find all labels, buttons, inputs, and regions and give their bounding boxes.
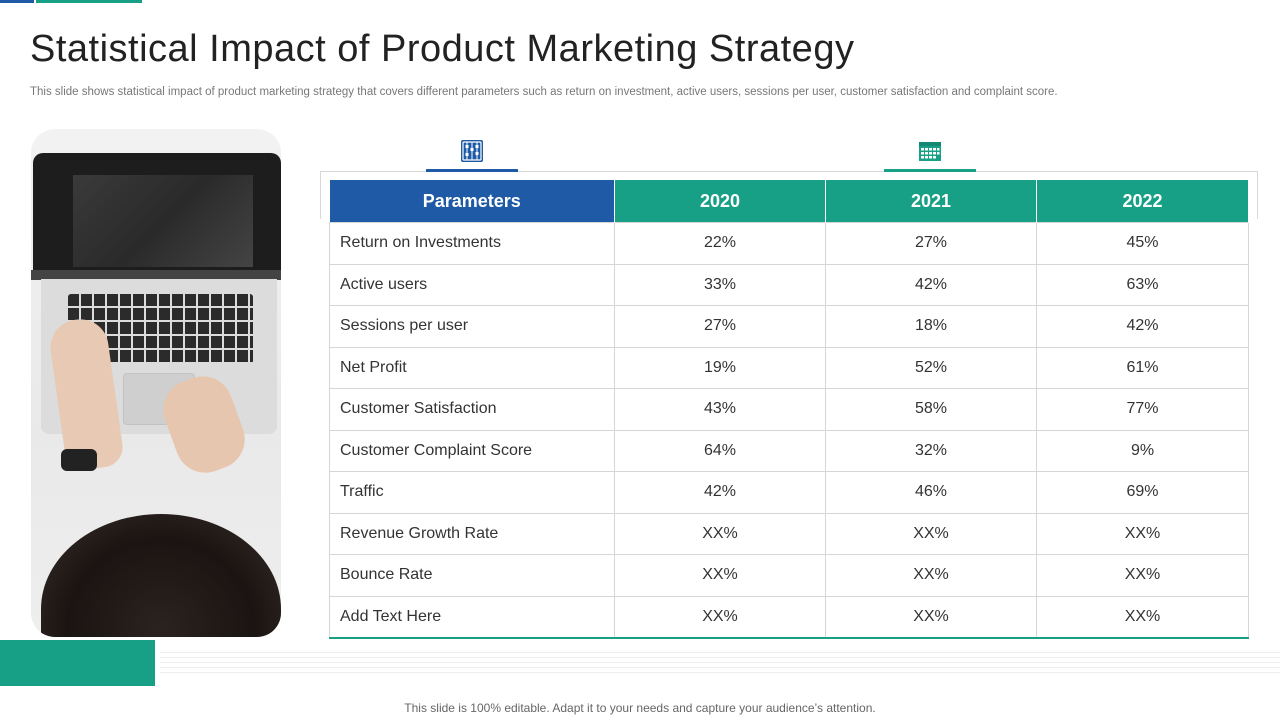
cell-2021: XX%	[825, 512, 1037, 555]
slide-subtitle: This slide shows statistical impact of p…	[30, 86, 1058, 98]
top-accent-green	[36, 0, 142, 3]
tab-calendar	[884, 139, 976, 172]
wristwatch	[61, 449, 97, 471]
footer-accent-block	[0, 640, 155, 686]
table-row: Bounce Rate XX% XX% XX%	[329, 554, 1249, 597]
table-row: Add Text Here XX% XX% XX%	[329, 595, 1249, 639]
cell-2020: 33%	[614, 263, 826, 306]
cell-2021: XX%	[825, 595, 1037, 639]
cell-2022: 61%	[1036, 346, 1249, 389]
table-row: Customer Satisfaction 43% 58% 77%	[329, 388, 1249, 431]
footer-note: This slide is 100% editable. Adapt it to…	[404, 701, 876, 715]
cell-2022: 77%	[1036, 388, 1249, 431]
row-label: Traffic	[329, 471, 615, 514]
parameters-table: Parameters 2020 2021 2022 Return on Inve…	[329, 180, 1249, 639]
header-2020: 2020	[614, 180, 826, 223]
cell-2022: 45%	[1036, 222, 1249, 265]
row-label: Customer Satisfaction	[329, 388, 615, 431]
row-label: Net Profit	[329, 346, 615, 389]
table-frame	[320, 171, 1258, 219]
slide-title: Statistical Impact of Product Marketing …	[30, 28, 855, 70]
header-parameters: Parameters	[329, 180, 615, 223]
top-accent-blue	[0, 0, 34, 3]
cell-2021: 18%	[825, 305, 1037, 348]
cell-2020: XX%	[614, 595, 826, 639]
row-label: Add Text Here	[329, 595, 615, 639]
laptop-photo	[31, 129, 281, 637]
laptop-keyboard-base	[41, 279, 277, 434]
person-head	[41, 514, 281, 637]
cell-2020: XX%	[614, 554, 826, 597]
cell-2022: 9%	[1036, 429, 1249, 472]
cell-2020: 42%	[614, 471, 826, 514]
cell-2020: 27%	[614, 305, 826, 348]
calendar-icon	[919, 142, 941, 161]
tab-abacus	[426, 139, 518, 172]
cell-2022: XX%	[1036, 554, 1249, 597]
cell-2020: 64%	[614, 429, 826, 472]
cell-2021: 52%	[825, 346, 1037, 389]
row-label: Sessions per user	[329, 305, 615, 348]
cell-2022: 63%	[1036, 263, 1249, 306]
cell-2022: XX%	[1036, 595, 1249, 639]
table-row: Active users 33% 42% 63%	[329, 263, 1249, 306]
cell-2020: XX%	[614, 512, 826, 555]
abacus-icon	[461, 140, 483, 162]
row-label: Return on Investments	[329, 222, 615, 265]
footer-divider-lines	[160, 652, 1280, 674]
table-row: Customer Complaint Score 64% 32% 9%	[329, 429, 1249, 472]
table-row: Revenue Growth Rate XX% XX% XX%	[329, 512, 1249, 555]
table-row: Net Profit 19% 52% 61%	[329, 346, 1249, 389]
header-2021: 2021	[825, 180, 1037, 223]
laptop-screen	[33, 153, 281, 278]
cell-2021: 46%	[825, 471, 1037, 514]
row-label: Customer Complaint Score	[329, 429, 615, 472]
cell-2022: 42%	[1036, 305, 1249, 348]
cell-2021: 32%	[825, 429, 1037, 472]
cell-2022: XX%	[1036, 512, 1249, 555]
header-2022: 2022	[1036, 180, 1249, 223]
table-row: Return on Investments 22% 27% 45%	[329, 222, 1249, 265]
table-row: Traffic 42% 46% 69%	[329, 471, 1249, 514]
cell-2020: 19%	[614, 346, 826, 389]
table-row: Sessions per user 27% 18% 42%	[329, 305, 1249, 348]
row-label: Revenue Growth Rate	[329, 512, 615, 555]
row-label: Active users	[329, 263, 615, 306]
table-header-row: Parameters 2020 2021 2022	[329, 180, 1249, 223]
cell-2021: 42%	[825, 263, 1037, 306]
cell-2020: 22%	[614, 222, 826, 265]
cell-2020: 43%	[614, 388, 826, 431]
cell-2021: XX%	[825, 554, 1037, 597]
row-label: Bounce Rate	[329, 554, 615, 597]
cell-2021: 27%	[825, 222, 1037, 265]
cell-2021: 58%	[825, 388, 1037, 431]
cell-2022: 69%	[1036, 471, 1249, 514]
